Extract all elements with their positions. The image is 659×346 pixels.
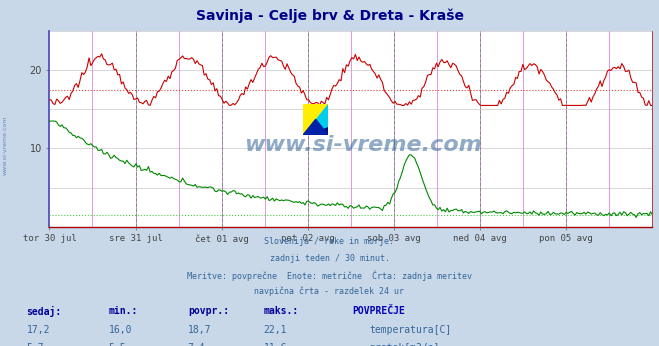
Text: 18,7: 18,7 <box>188 325 212 335</box>
Polygon shape <box>310 127 328 135</box>
Text: Meritve: povprečne  Enote: metrične  Črta: zadnja meritev: Meritve: povprečne Enote: metrične Črta:… <box>187 270 472 281</box>
Text: POVPREČJE: POVPREČJE <box>353 306 405 316</box>
Text: min.:: min.: <box>109 306 138 316</box>
Text: Slovenija / reke in morje.: Slovenija / reke in morje. <box>264 237 395 246</box>
Text: 16,0: 16,0 <box>109 325 132 335</box>
Text: temperatura[C]: temperatura[C] <box>369 325 451 335</box>
Text: maks.:: maks.: <box>264 306 299 316</box>
Text: 5,5: 5,5 <box>109 343 127 346</box>
Text: Savinja - Celje brv & Dreta - Kraše: Savinja - Celje brv & Dreta - Kraše <box>196 9 463 23</box>
Polygon shape <box>303 104 328 135</box>
Text: 5,7: 5,7 <box>26 343 44 346</box>
Text: pretok[m3/s]: pretok[m3/s] <box>369 343 440 346</box>
Polygon shape <box>303 119 328 135</box>
Text: povpr.:: povpr.: <box>188 306 229 316</box>
Text: 11,6: 11,6 <box>264 343 287 346</box>
Text: www.si-vreme.com: www.si-vreme.com <box>3 116 8 175</box>
Text: 17,2: 17,2 <box>26 325 50 335</box>
Text: navpična črta - razdelek 24 ur: navpična črta - razdelek 24 ur <box>254 287 405 296</box>
Text: www.si-vreme.com: www.si-vreme.com <box>244 135 482 155</box>
Polygon shape <box>303 104 328 135</box>
Text: 22,1: 22,1 <box>264 325 287 335</box>
Text: zadnji teden / 30 minut.: zadnji teden / 30 minut. <box>270 254 389 263</box>
Text: sedaj:: sedaj: <box>26 306 61 317</box>
Text: 7,4: 7,4 <box>188 343 206 346</box>
